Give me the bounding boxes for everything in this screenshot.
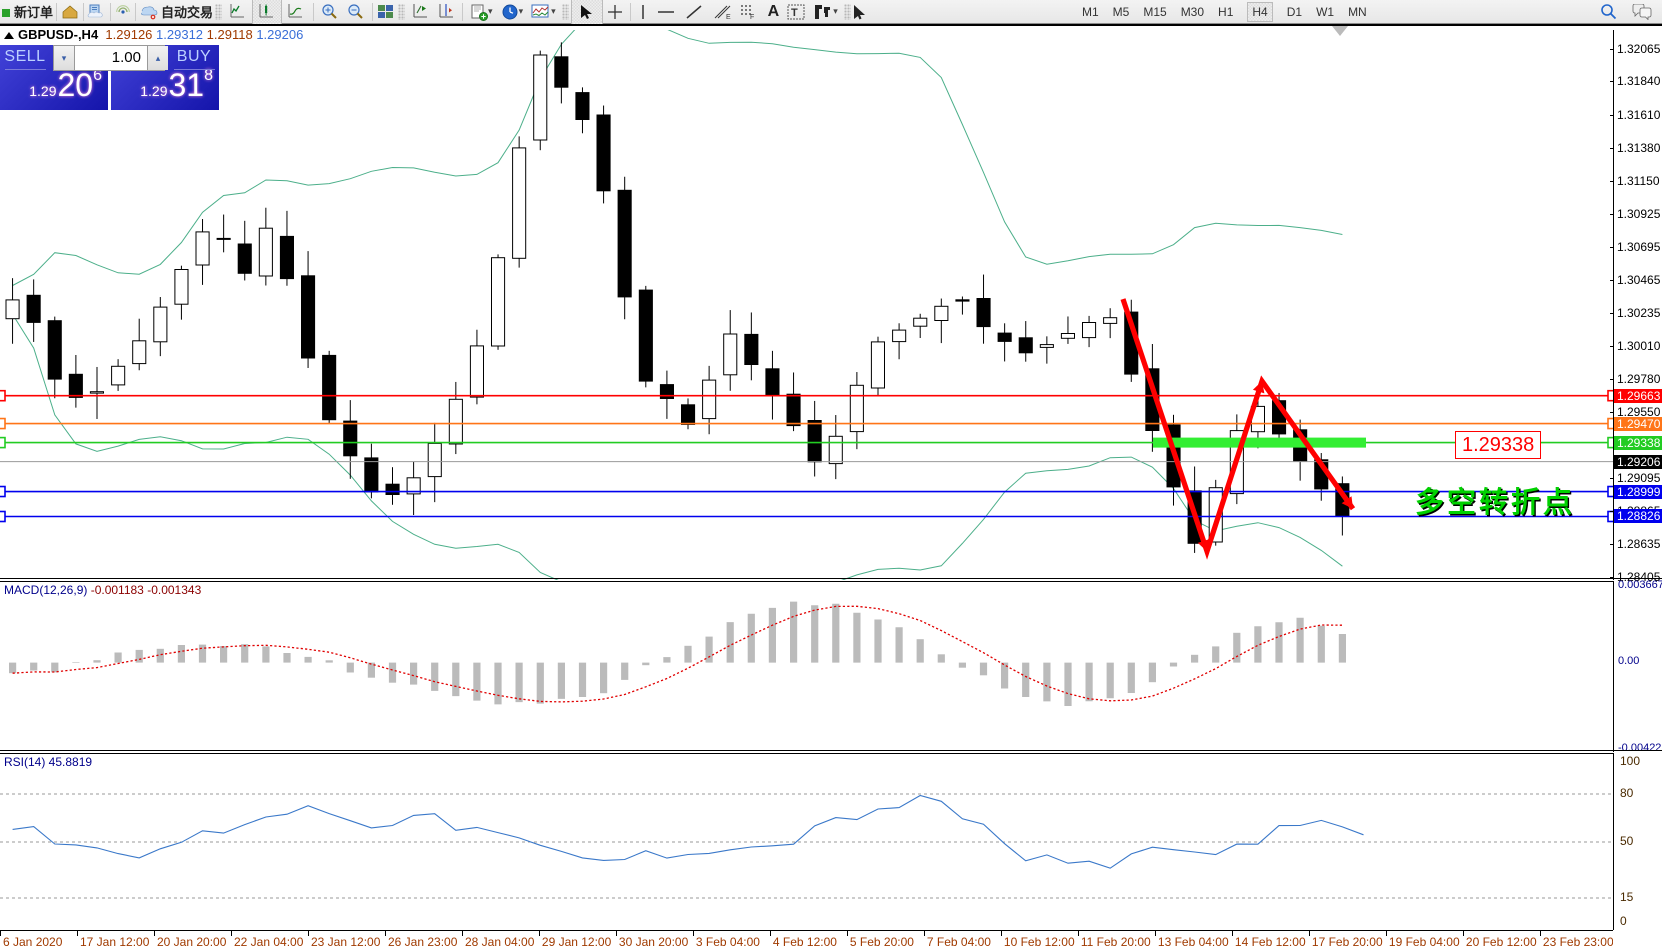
svg-text:T: T — [791, 7, 798, 19]
svg-text:F: F — [750, 14, 754, 20]
svg-text:E: E — [726, 14, 731, 20]
